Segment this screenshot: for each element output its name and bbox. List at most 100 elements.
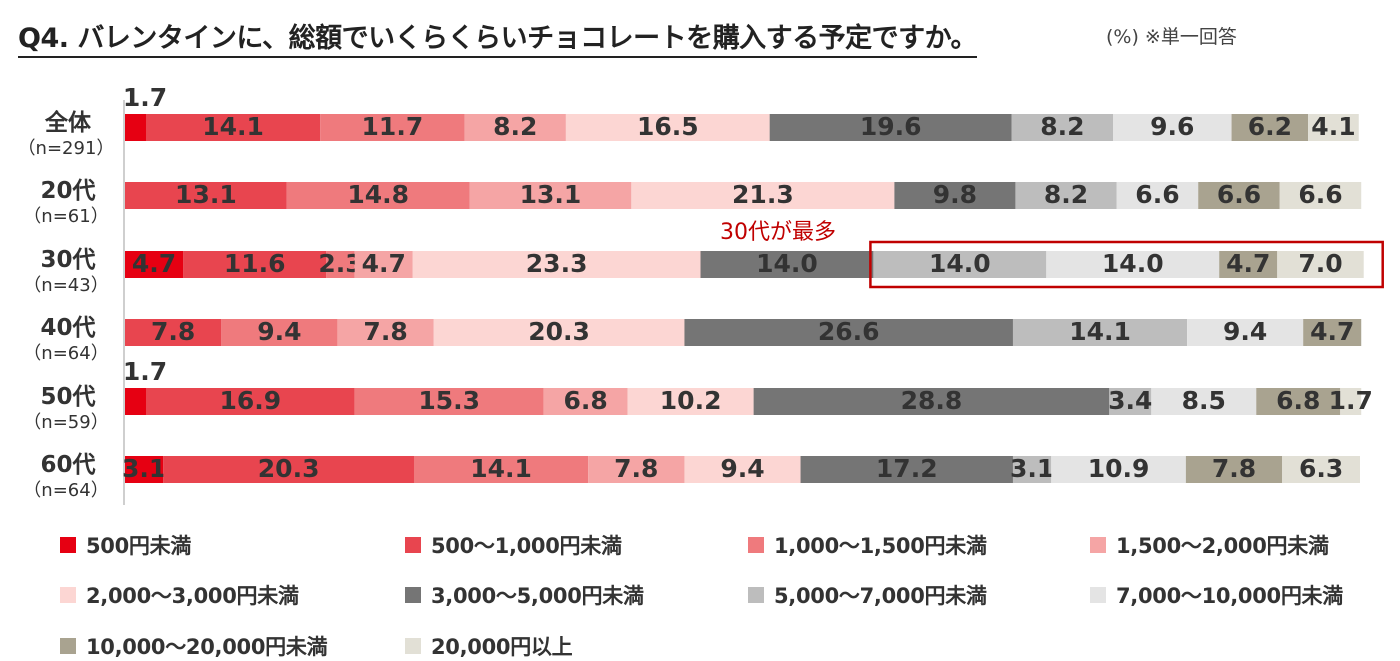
data-label: 8.2 bbox=[1044, 180, 1088, 209]
legend-item: 500〜1,000円未満 bbox=[405, 530, 622, 560]
bar-segment bbox=[221, 319, 338, 346]
unit-note: (%) ※単一回答 bbox=[1106, 26, 1237, 48]
legend-item: 500円未満 bbox=[60, 530, 191, 560]
data-label: 17.2 bbox=[876, 454, 938, 483]
data-label: 10.2 bbox=[660, 386, 722, 415]
legend-item: 3,000〜5,000円未満 bbox=[405, 580, 644, 610]
data-label: 8.2 bbox=[1040, 112, 1084, 141]
data-label: 28.8 bbox=[901, 386, 963, 415]
bar-segment bbox=[286, 182, 470, 209]
legend-label: 10,000〜20,000円未満 bbox=[86, 635, 328, 659]
bar-segment bbox=[413, 456, 589, 483]
bar-segment bbox=[684, 456, 801, 483]
data-label: 7.8 bbox=[151, 317, 195, 346]
data-label: 4.7 bbox=[132, 249, 176, 278]
bar-segment bbox=[145, 388, 355, 415]
data-label: 1.7 bbox=[123, 357, 167, 386]
legend-item: 1,500〜2,000円未満 bbox=[1090, 530, 1329, 560]
data-label: 20.3 bbox=[258, 454, 320, 483]
bar-segment bbox=[1231, 114, 1309, 141]
data-label: 6.6 bbox=[1298, 180, 1342, 209]
data-label: 16.5 bbox=[637, 112, 699, 141]
data-label: 7.8 bbox=[1212, 454, 1256, 483]
legend-label: 500〜1,000円未満 bbox=[431, 534, 622, 558]
data-label: 8.5 bbox=[1182, 386, 1226, 415]
legend-label: 1,000〜1,500円未満 bbox=[774, 534, 987, 558]
data-label: 20.3 bbox=[528, 317, 590, 346]
data-label: 14.0 bbox=[1102, 249, 1164, 278]
bar-segment bbox=[800, 456, 1013, 483]
data-label: 7.0 bbox=[1298, 249, 1342, 278]
bar-segment bbox=[125, 319, 222, 346]
bar-segment bbox=[1340, 388, 1362, 415]
bar-segment bbox=[1279, 182, 1362, 209]
data-label: 7.8 bbox=[614, 454, 658, 483]
legend-item: 20,000円以上 bbox=[405, 631, 573, 661]
data-label: 21.3 bbox=[732, 180, 794, 209]
data-label: 6.2 bbox=[1248, 112, 1292, 141]
bar-segment bbox=[753, 388, 1110, 415]
data-label: 9.4 bbox=[257, 317, 301, 346]
data-label: 10.9 bbox=[1088, 454, 1150, 483]
bar-segment bbox=[145, 114, 321, 141]
data-label: 9.4 bbox=[1223, 317, 1267, 346]
data-label: 6.3 bbox=[1299, 454, 1343, 483]
bar-segment bbox=[163, 456, 414, 483]
data-label: 4.7 bbox=[362, 249, 406, 278]
data-label: 11.7 bbox=[362, 112, 424, 141]
bar-segment bbox=[326, 251, 355, 278]
bar-segment bbox=[1308, 114, 1359, 141]
data-label: 23.3 bbox=[526, 249, 588, 278]
data-label: 14.0 bbox=[756, 249, 818, 278]
data-label: 26.6 bbox=[818, 317, 880, 346]
category-n-label: （n=43） bbox=[23, 275, 108, 296]
bar-segment bbox=[684, 319, 1013, 346]
category-label: 全体 bbox=[44, 109, 92, 136]
bar-segment bbox=[469, 182, 632, 209]
bar-segment bbox=[125, 251, 184, 278]
legend-label: 20,000円以上 bbox=[431, 635, 573, 659]
data-label: 6.6 bbox=[1135, 180, 1179, 209]
legend-item: 7,000〜10,000円未満 bbox=[1090, 580, 1343, 610]
bar-segment bbox=[464, 114, 566, 141]
data-label: 4.1 bbox=[1311, 112, 1355, 141]
data-label: 3.1 bbox=[122, 454, 166, 483]
bar-segment bbox=[700, 251, 874, 278]
bar-segment bbox=[588, 456, 685, 483]
data-label: 14.8 bbox=[347, 180, 409, 209]
category-label: 50代 bbox=[40, 384, 95, 410]
data-label: 14.0 bbox=[929, 249, 991, 278]
bar-segment bbox=[873, 251, 1047, 278]
bar-segment bbox=[354, 388, 544, 415]
category-label: 40代 bbox=[40, 315, 95, 341]
bar-segment bbox=[125, 456, 164, 483]
data-label: 9.4 bbox=[720, 454, 764, 483]
category-n-label: （n=59） bbox=[23, 412, 108, 433]
bar-segment bbox=[1051, 456, 1186, 483]
bar-segment bbox=[1012, 456, 1052, 483]
data-label: 6.8 bbox=[1276, 386, 1320, 415]
legend-label: 1,500〜2,000円未満 bbox=[1116, 534, 1329, 558]
data-label: 1.7 bbox=[1329, 386, 1373, 415]
data-label: 4.7 bbox=[1226, 249, 1270, 278]
data-label: 16.9 bbox=[220, 386, 282, 415]
bar-segment bbox=[412, 251, 701, 278]
data-label: 3.4 bbox=[1108, 386, 1152, 415]
bar-segment bbox=[1113, 114, 1232, 141]
stacked-bar-chart: 全体（n=291） 1.7 14.1 11.7 8.2 16.5 19.6 8.2 9.6 6.2… bbox=[18, 83, 1384, 505]
legend-item: 5,000〜7,000円未満 bbox=[748, 580, 987, 610]
bar-segment bbox=[433, 319, 685, 346]
legend-swatch bbox=[748, 587, 764, 603]
bar-segment bbox=[1116, 182, 1199, 209]
data-label: 13.1 bbox=[520, 180, 582, 209]
legend-swatch bbox=[405, 537, 421, 553]
data-label: 14.1 bbox=[202, 112, 264, 141]
category-n-label: （n=291） bbox=[18, 138, 115, 159]
bar-segment bbox=[769, 114, 1012, 141]
data-label: 14.1 bbox=[1069, 317, 1131, 346]
bar-segment bbox=[631, 182, 895, 209]
bar-segment bbox=[1282, 456, 1360, 483]
legend-label: 2,000〜3,000円未満 bbox=[86, 584, 299, 608]
data-label: 13.1 bbox=[175, 180, 237, 209]
bar-segment bbox=[1219, 251, 1278, 278]
